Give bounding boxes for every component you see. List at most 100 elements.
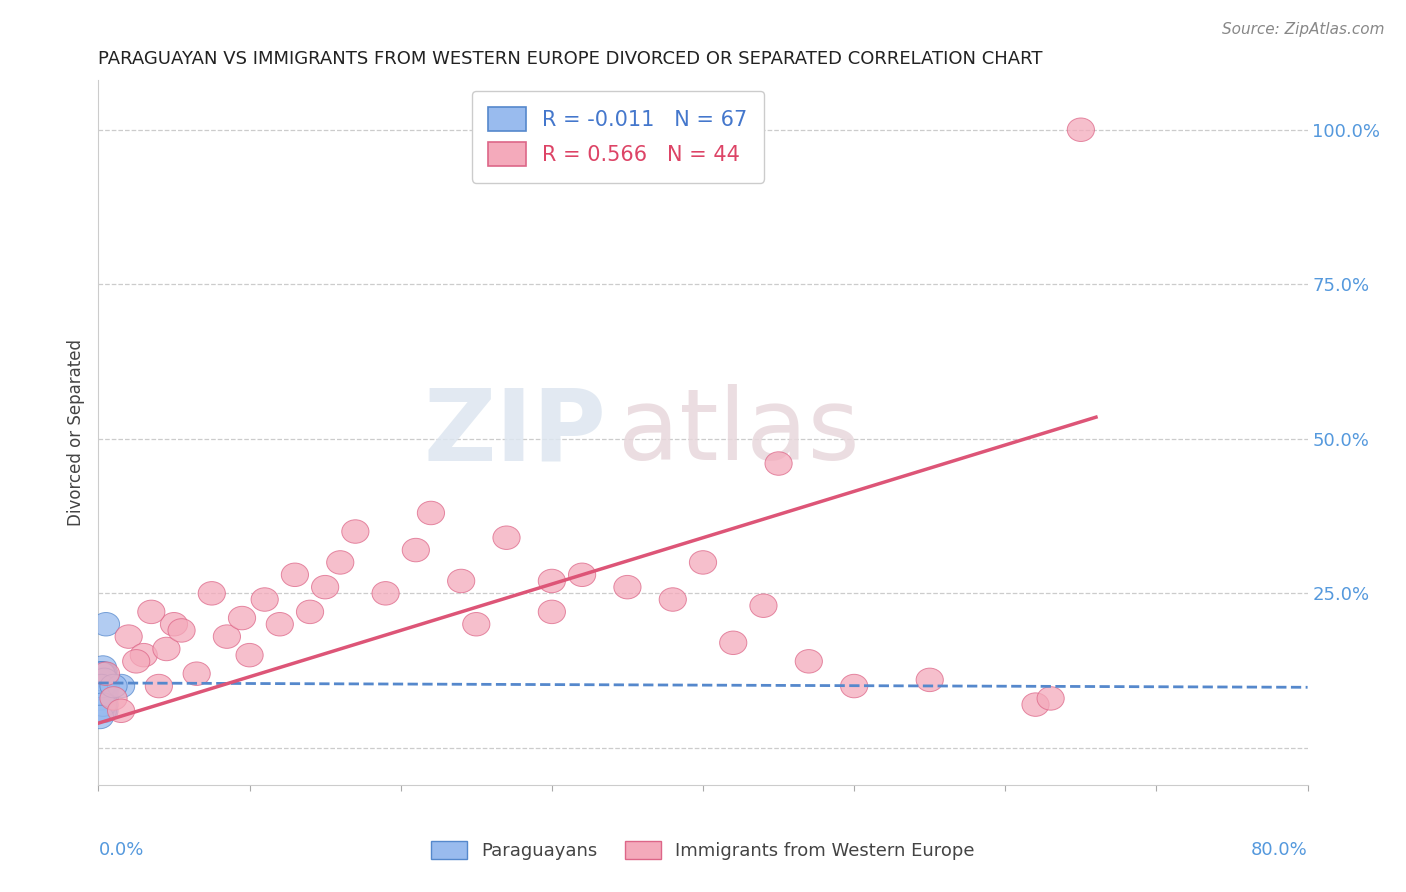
Ellipse shape: [86, 662, 114, 685]
Ellipse shape: [90, 699, 117, 723]
Ellipse shape: [86, 674, 114, 698]
Text: ZIP: ZIP: [423, 384, 606, 481]
Ellipse shape: [86, 668, 114, 691]
Legend: Paraguayans, Immigrants from Western Europe: Paraguayans, Immigrants from Western Eur…: [423, 834, 983, 868]
Ellipse shape: [214, 625, 240, 648]
Ellipse shape: [90, 662, 117, 685]
Ellipse shape: [107, 699, 135, 723]
Ellipse shape: [659, 588, 686, 611]
Ellipse shape: [86, 674, 114, 698]
Ellipse shape: [568, 563, 596, 587]
Ellipse shape: [115, 625, 142, 648]
Ellipse shape: [138, 600, 165, 624]
Ellipse shape: [689, 550, 717, 574]
Ellipse shape: [145, 674, 173, 698]
Ellipse shape: [90, 668, 117, 691]
Ellipse shape: [91, 687, 118, 710]
Ellipse shape: [198, 582, 225, 605]
Ellipse shape: [1038, 687, 1064, 710]
Ellipse shape: [463, 613, 489, 636]
Ellipse shape: [1067, 118, 1094, 142]
Ellipse shape: [86, 681, 114, 704]
Ellipse shape: [297, 600, 323, 624]
Ellipse shape: [160, 613, 187, 636]
Ellipse shape: [86, 674, 114, 698]
Ellipse shape: [91, 693, 118, 716]
Ellipse shape: [93, 674, 120, 698]
Ellipse shape: [86, 699, 114, 723]
Ellipse shape: [93, 662, 120, 685]
Ellipse shape: [91, 699, 118, 723]
Ellipse shape: [87, 693, 115, 716]
Ellipse shape: [87, 687, 115, 710]
Ellipse shape: [87, 681, 115, 704]
Ellipse shape: [266, 613, 294, 636]
Ellipse shape: [87, 693, 115, 716]
Text: 80.0%: 80.0%: [1251, 840, 1308, 859]
Y-axis label: Divorced or Separated: Divorced or Separated: [66, 339, 84, 526]
Ellipse shape: [122, 649, 150, 673]
Ellipse shape: [86, 687, 114, 710]
Ellipse shape: [86, 706, 114, 729]
Ellipse shape: [107, 674, 135, 698]
Ellipse shape: [87, 668, 115, 691]
Ellipse shape: [86, 681, 114, 704]
Ellipse shape: [91, 662, 118, 685]
Ellipse shape: [87, 668, 115, 691]
Ellipse shape: [236, 643, 263, 667]
Ellipse shape: [90, 693, 117, 716]
Ellipse shape: [167, 619, 195, 642]
Ellipse shape: [87, 674, 115, 698]
Ellipse shape: [538, 600, 565, 624]
Ellipse shape: [90, 681, 117, 704]
Ellipse shape: [418, 501, 444, 524]
Ellipse shape: [90, 674, 117, 698]
Ellipse shape: [87, 687, 115, 710]
Ellipse shape: [153, 637, 180, 661]
Ellipse shape: [87, 693, 115, 716]
Ellipse shape: [87, 687, 115, 710]
Ellipse shape: [87, 693, 115, 716]
Ellipse shape: [91, 668, 118, 691]
Ellipse shape: [86, 674, 114, 698]
Ellipse shape: [86, 699, 114, 723]
Ellipse shape: [917, 668, 943, 691]
Ellipse shape: [90, 699, 117, 723]
Ellipse shape: [86, 674, 114, 698]
Text: atlas: atlas: [619, 384, 860, 481]
Ellipse shape: [281, 563, 308, 587]
Ellipse shape: [87, 662, 115, 685]
Ellipse shape: [93, 613, 120, 636]
Ellipse shape: [494, 526, 520, 549]
Ellipse shape: [86, 699, 114, 723]
Ellipse shape: [90, 687, 117, 710]
Ellipse shape: [402, 539, 429, 562]
Ellipse shape: [91, 687, 118, 710]
Ellipse shape: [538, 569, 565, 592]
Ellipse shape: [91, 681, 118, 704]
Ellipse shape: [1022, 693, 1049, 716]
Ellipse shape: [252, 588, 278, 611]
Ellipse shape: [86, 699, 114, 723]
Ellipse shape: [90, 668, 117, 691]
Ellipse shape: [312, 575, 339, 599]
Ellipse shape: [91, 668, 118, 691]
Ellipse shape: [87, 662, 115, 685]
Ellipse shape: [447, 569, 475, 592]
Ellipse shape: [86, 681, 114, 704]
Ellipse shape: [373, 582, 399, 605]
Ellipse shape: [720, 631, 747, 655]
Ellipse shape: [90, 662, 117, 685]
Ellipse shape: [841, 674, 868, 698]
Ellipse shape: [86, 668, 114, 691]
Ellipse shape: [90, 681, 117, 704]
Ellipse shape: [87, 687, 115, 710]
Ellipse shape: [342, 520, 368, 543]
Ellipse shape: [796, 649, 823, 673]
Ellipse shape: [228, 607, 256, 630]
Ellipse shape: [86, 681, 114, 704]
Text: 0.0%: 0.0%: [98, 840, 143, 859]
Ellipse shape: [86, 668, 114, 691]
Ellipse shape: [91, 687, 118, 710]
Ellipse shape: [326, 550, 354, 574]
